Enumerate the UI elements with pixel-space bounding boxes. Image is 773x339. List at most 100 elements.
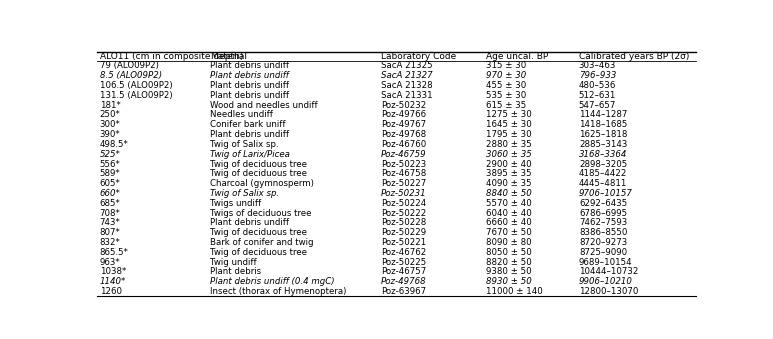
Text: 2885–3143: 2885–3143 bbox=[579, 140, 627, 149]
Text: Plant debris undiff (0.4 mgC): Plant debris undiff (0.4 mgC) bbox=[210, 277, 335, 286]
Text: 4185–4422: 4185–4422 bbox=[579, 170, 627, 178]
Text: Poz-46760: Poz-46760 bbox=[381, 140, 427, 149]
Text: 605*: 605* bbox=[100, 179, 121, 188]
Text: SacA 21328: SacA 21328 bbox=[381, 81, 433, 90]
Text: Twig of deciduous tree: Twig of deciduous tree bbox=[210, 228, 308, 237]
Text: 1260: 1260 bbox=[100, 287, 121, 296]
Text: Poz-50227: Poz-50227 bbox=[381, 179, 427, 188]
Text: 743*: 743* bbox=[100, 218, 121, 227]
Text: 685*: 685* bbox=[100, 199, 121, 208]
Text: Conifer bark uniff: Conifer bark uniff bbox=[210, 120, 286, 129]
Text: Poz-49767: Poz-49767 bbox=[381, 120, 427, 129]
Text: Poz-50222: Poz-50222 bbox=[381, 208, 427, 218]
Text: 8.5 (ALO09P2): 8.5 (ALO09P2) bbox=[100, 71, 162, 80]
Text: 303–463: 303–463 bbox=[579, 61, 616, 71]
Text: 796–933: 796–933 bbox=[579, 71, 616, 80]
Text: 315 ± 30: 315 ± 30 bbox=[486, 61, 526, 71]
Text: SacA 21327: SacA 21327 bbox=[381, 71, 433, 80]
Text: 455 ± 30: 455 ± 30 bbox=[486, 81, 526, 90]
Text: 8820 ± 50: 8820 ± 50 bbox=[486, 258, 532, 267]
Text: 2880 ± 35: 2880 ± 35 bbox=[486, 140, 532, 149]
Text: Twig of Salix sp.: Twig of Salix sp. bbox=[210, 189, 280, 198]
Text: 807*: 807* bbox=[100, 228, 121, 237]
Text: 8050 ± 50: 8050 ± 50 bbox=[486, 248, 532, 257]
Text: Plant debris undiff: Plant debris undiff bbox=[210, 218, 289, 227]
Text: Plant debris undiff: Plant debris undiff bbox=[210, 61, 289, 71]
Text: Bark of conifer and twig: Bark of conifer and twig bbox=[210, 238, 314, 247]
Text: 832*: 832* bbox=[100, 238, 121, 247]
Text: 1645 ± 30: 1645 ± 30 bbox=[486, 120, 532, 129]
Text: Twig of deciduous tree: Twig of deciduous tree bbox=[210, 160, 308, 168]
Text: 498.5*: 498.5* bbox=[100, 140, 128, 149]
Text: 250*: 250* bbox=[100, 111, 121, 119]
Text: Plant debris undiff: Plant debris undiff bbox=[210, 130, 289, 139]
Text: 1275 ± 30: 1275 ± 30 bbox=[486, 111, 532, 119]
Text: 2898–3205: 2898–3205 bbox=[579, 160, 627, 168]
Text: 8386–8550: 8386–8550 bbox=[579, 228, 627, 237]
Text: 2900 ± 40: 2900 ± 40 bbox=[486, 160, 532, 168]
Text: 556*: 556* bbox=[100, 160, 121, 168]
Text: 9906–10210: 9906–10210 bbox=[579, 277, 633, 286]
Text: 10444–10732: 10444–10732 bbox=[579, 267, 638, 277]
Text: Plant debris undiff: Plant debris undiff bbox=[210, 81, 289, 90]
Text: Poz-63967: Poz-63967 bbox=[381, 287, 427, 296]
Text: 660*: 660* bbox=[100, 189, 121, 198]
Text: 5570 ± 40: 5570 ± 40 bbox=[486, 199, 532, 208]
Text: ALO11 (cm in composite depth): ALO11 (cm in composite depth) bbox=[100, 52, 243, 61]
Text: Twig of Larix/Picea: Twig of Larix/Picea bbox=[210, 150, 291, 159]
Text: Poz-49768: Poz-49768 bbox=[381, 130, 427, 139]
Text: Insect (thorax of Hymenoptera): Insect (thorax of Hymenoptera) bbox=[210, 287, 347, 296]
Text: 3060 ± 35: 3060 ± 35 bbox=[486, 150, 532, 159]
Text: Age uncal. BP: Age uncal. BP bbox=[486, 52, 548, 61]
Text: 8725–9090: 8725–9090 bbox=[579, 248, 627, 257]
Text: 1795 ± 30: 1795 ± 30 bbox=[486, 130, 532, 139]
Text: 547–657: 547–657 bbox=[579, 101, 616, 110]
Text: SacA 21331: SacA 21331 bbox=[381, 91, 433, 100]
Text: 4445–4811: 4445–4811 bbox=[579, 179, 627, 188]
Text: Needles undiff: Needles undiff bbox=[210, 111, 274, 119]
Text: 390*: 390* bbox=[100, 130, 121, 139]
Text: Poz-50221: Poz-50221 bbox=[381, 238, 427, 247]
Text: 11000 ± 140: 11000 ± 140 bbox=[486, 287, 543, 296]
Text: 3168–3364: 3168–3364 bbox=[579, 150, 627, 159]
Text: 6040 ± 40: 6040 ± 40 bbox=[486, 208, 532, 218]
Text: Twig undiff: Twig undiff bbox=[210, 258, 257, 267]
Text: 6786–6995: 6786–6995 bbox=[579, 208, 627, 218]
Text: Twigs undiff: Twigs undiff bbox=[210, 199, 261, 208]
Text: 300*: 300* bbox=[100, 120, 121, 129]
Text: 8930 ± 50: 8930 ± 50 bbox=[486, 277, 532, 286]
Text: 512–631: 512–631 bbox=[579, 91, 616, 100]
Text: 1038*: 1038* bbox=[100, 267, 126, 277]
Text: 1140*: 1140* bbox=[100, 277, 126, 286]
Text: Calibrated years BP (2σ): Calibrated years BP (2σ) bbox=[579, 52, 690, 61]
Text: 79 (ALO09P2): 79 (ALO09P2) bbox=[100, 61, 158, 71]
Text: Poz-46762: Poz-46762 bbox=[381, 248, 427, 257]
Text: 3895 ± 35: 3895 ± 35 bbox=[486, 170, 532, 178]
Text: Poz-49766: Poz-49766 bbox=[381, 111, 427, 119]
Text: 8720–9273: 8720–9273 bbox=[579, 238, 627, 247]
Text: Plant debris: Plant debris bbox=[210, 267, 261, 277]
Text: Poz-50228: Poz-50228 bbox=[381, 218, 427, 227]
Text: Poz-49768: Poz-49768 bbox=[381, 277, 427, 286]
Text: 9380 ± 50: 9380 ± 50 bbox=[486, 267, 532, 277]
Text: 8090 ± 80: 8090 ± 80 bbox=[486, 238, 532, 247]
Text: Poz-50229: Poz-50229 bbox=[381, 228, 427, 237]
Text: 708*: 708* bbox=[100, 208, 121, 218]
Text: 9689–10154: 9689–10154 bbox=[579, 258, 632, 267]
Text: 6292–6435: 6292–6435 bbox=[579, 199, 627, 208]
Text: Poz-46759: Poz-46759 bbox=[381, 150, 427, 159]
Text: 6660 ± 40: 6660 ± 40 bbox=[486, 218, 532, 227]
Text: 7462–7593: 7462–7593 bbox=[579, 218, 627, 227]
Text: 970 ± 30: 970 ± 30 bbox=[486, 71, 526, 80]
Text: 181*: 181* bbox=[100, 101, 121, 110]
Text: Twig of deciduous tree: Twig of deciduous tree bbox=[210, 170, 308, 178]
Text: 12800–13070: 12800–13070 bbox=[579, 287, 638, 296]
Text: 480–536: 480–536 bbox=[579, 81, 616, 90]
Text: Charcoal (gymnosperm): Charcoal (gymnosperm) bbox=[210, 179, 315, 188]
Text: 1625–1818: 1625–1818 bbox=[579, 130, 627, 139]
Text: 589*: 589* bbox=[100, 170, 121, 178]
Text: Twigs of deciduous tree: Twigs of deciduous tree bbox=[210, 208, 312, 218]
Text: SacA 21325: SacA 21325 bbox=[381, 61, 433, 71]
Text: Poz-46758: Poz-46758 bbox=[381, 170, 427, 178]
Text: 106.5 (ALO09P2): 106.5 (ALO09P2) bbox=[100, 81, 172, 90]
